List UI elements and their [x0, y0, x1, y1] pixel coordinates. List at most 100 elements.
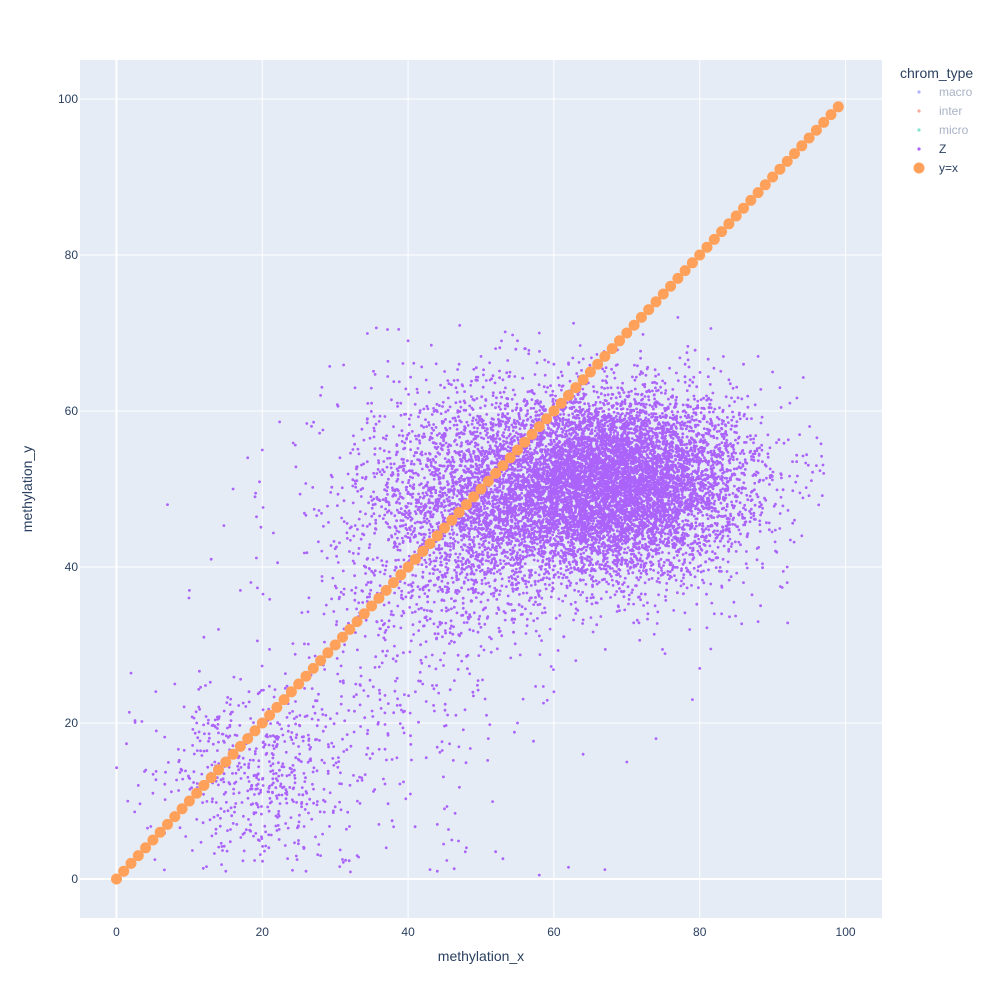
z-point	[629, 565, 633, 569]
z-point	[592, 579, 595, 583]
z-point	[551, 586, 555, 590]
z-point	[511, 388, 515, 392]
z-point	[495, 396, 498, 400]
z-point	[653, 604, 657, 608]
z-point	[674, 457, 677, 461]
z-point	[684, 411, 688, 414]
z-point	[732, 415, 735, 419]
z-point	[798, 433, 801, 436]
z-point	[472, 521, 476, 525]
z-point	[644, 373, 648, 377]
z-point	[430, 471, 434, 474]
z-point	[486, 506, 489, 510]
z-point	[705, 427, 709, 431]
z-point	[647, 398, 651, 402]
z-point	[670, 460, 674, 464]
z-point	[458, 435, 461, 439]
z-point	[325, 556, 329, 560]
z-point	[807, 494, 811, 497]
z-point	[620, 488, 623, 492]
z-point	[664, 599, 668, 602]
z-point	[561, 452, 565, 456]
z-point	[683, 611, 687, 615]
z-point	[521, 550, 525, 554]
z-point	[520, 465, 524, 469]
z-point	[603, 564, 607, 567]
z-point	[549, 460, 553, 464]
z-point	[512, 573, 516, 576]
z-point	[490, 560, 494, 564]
z-point	[530, 596, 533, 600]
z-point	[661, 551, 664, 554]
z-point	[682, 582, 686, 586]
z-point	[716, 529, 719, 533]
z-point	[568, 544, 572, 548]
z-point	[489, 446, 492, 450]
z-point	[619, 562, 623, 566]
y-tick-label: 20	[65, 716, 79, 730]
z-point	[418, 441, 422, 445]
z-point	[638, 638, 642, 642]
z-point	[593, 506, 597, 509]
z-point	[729, 442, 732, 445]
data-points	[111, 101, 844, 885]
z-point	[401, 434, 405, 438]
z-point	[460, 441, 463, 445]
z-point	[728, 404, 731, 408]
z-point	[698, 545, 701, 548]
z-point	[513, 375, 517, 378]
z-point	[446, 480, 449, 483]
z-point	[539, 501, 543, 505]
z-point	[639, 598, 642, 602]
z-point	[345, 531, 349, 535]
z-point	[410, 533, 413, 536]
z-point	[610, 367, 613, 371]
z-point	[467, 448, 471, 451]
z-point	[554, 394, 557, 398]
z-point	[730, 500, 733, 504]
z-point	[697, 537, 701, 541]
z-point	[450, 455, 454, 459]
z-point	[484, 582, 488, 586]
z-point	[455, 391, 459, 394]
z-point	[627, 598, 631, 601]
z-point	[756, 495, 760, 498]
z-point	[587, 428, 590, 431]
z-point	[686, 483, 689, 487]
z-point	[518, 534, 522, 538]
z-point	[714, 566, 718, 569]
z-point	[527, 599, 531, 602]
z-point	[686, 544, 690, 547]
z-point	[597, 541, 601, 544]
z-point	[811, 470, 814, 474]
z-point	[477, 542, 481, 546]
z-point	[688, 628, 692, 631]
z-point	[407, 393, 410, 396]
z-point	[393, 568, 397, 572]
z-point	[415, 603, 419, 606]
z-point	[611, 584, 615, 587]
z-point	[543, 550, 547, 554]
z-point	[766, 433, 770, 437]
z-point	[507, 500, 511, 504]
z-point	[451, 541, 455, 545]
z-point	[714, 424, 717, 428]
z-point	[740, 513, 744, 516]
z-point	[584, 582, 588, 586]
z-point	[591, 563, 595, 567]
z-point	[711, 550, 714, 554]
z-point	[524, 582, 527, 586]
z-point	[727, 421, 730, 424]
x-tick-label: 100	[836, 925, 856, 939]
z-point	[721, 530, 725, 534]
z-point	[460, 586, 463, 590]
z-point	[468, 404, 472, 408]
z-point	[485, 413, 489, 416]
z-point	[532, 406, 536, 410]
z-point	[735, 385, 739, 389]
z-point	[715, 459, 719, 463]
z-point	[650, 412, 654, 415]
z-point	[651, 381, 654, 384]
z-point	[709, 647, 713, 651]
z-point	[602, 549, 605, 553]
